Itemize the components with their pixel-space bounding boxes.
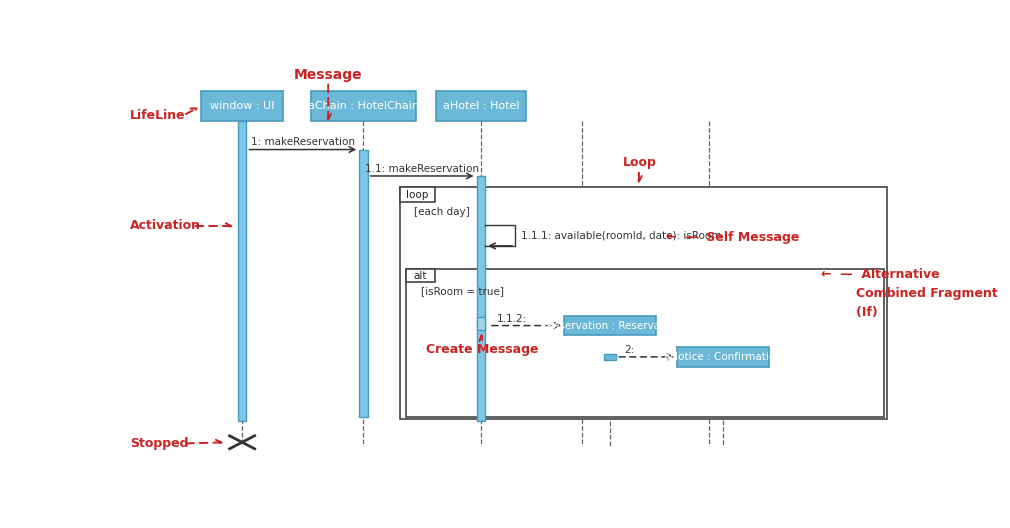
Text: Message: Message <box>294 68 363 82</box>
Text: aHotel : Hotel: aHotel : Hotel <box>442 101 519 111</box>
Text: alt: alt <box>414 270 427 280</box>
Text: ←  —  Self Message: ← — Self Message <box>667 231 800 244</box>
FancyBboxPatch shape <box>400 187 887 419</box>
FancyBboxPatch shape <box>677 347 769 366</box>
Text: Loop: Loop <box>623 156 658 169</box>
Text: [isRoom = true]: [isRoom = true] <box>420 287 504 296</box>
FancyBboxPatch shape <box>406 269 434 282</box>
Text: window : UI: window : UI <box>210 101 275 111</box>
Text: aReservation : Reservation: aReservation : Reservation <box>540 320 680 331</box>
FancyBboxPatch shape <box>237 121 246 421</box>
Text: 1.1: makeReservation: 1.1: makeReservation <box>366 164 479 174</box>
Text: Create Message: Create Message <box>426 344 538 356</box>
Text: LifeLine: LifeLine <box>130 109 186 122</box>
Text: loop: loop <box>406 190 428 200</box>
Text: 1.1.1: available(roomId, date): isRoom: 1.1.1: available(roomId, date): isRoom <box>521 230 721 240</box>
FancyBboxPatch shape <box>201 91 283 121</box>
Text: 1.1.2:: 1.1.2: <box>497 314 527 324</box>
FancyBboxPatch shape <box>477 176 485 421</box>
FancyBboxPatch shape <box>311 91 416 121</box>
FancyBboxPatch shape <box>406 269 884 417</box>
Text: 2:: 2: <box>624 345 634 355</box>
FancyBboxPatch shape <box>604 354 616 360</box>
Text: ←  —  Alternative
        Combined Fragment
        (If): ← — Alternative Combined Fragment (If) <box>820 268 997 318</box>
FancyBboxPatch shape <box>360 149 368 417</box>
Text: 1: makeReservation: 1: makeReservation <box>250 137 355 147</box>
Text: Activation: Activation <box>130 220 201 232</box>
FancyBboxPatch shape <box>477 317 485 331</box>
Text: [each day]: [each day] <box>414 207 470 217</box>
FancyBboxPatch shape <box>564 316 656 335</box>
Text: aNotice : Confirmation: aNotice : Confirmation <box>664 352 782 362</box>
Text: Stopped: Stopped <box>130 437 189 450</box>
FancyBboxPatch shape <box>400 187 434 202</box>
Text: aChain : HotelChain: aChain : HotelChain <box>308 101 419 111</box>
FancyBboxPatch shape <box>436 91 526 121</box>
